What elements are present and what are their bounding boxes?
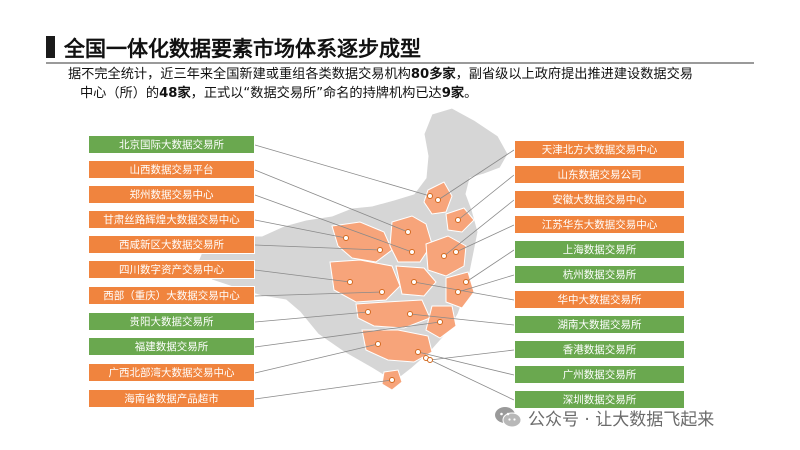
region-shanxi-henan (389, 215, 433, 263)
watermark: 公众号 · 让大数据飞起来 (494, 403, 714, 431)
wechat-icon (495, 407, 522, 428)
title-underline (46, 62, 754, 64)
location-dot (407, 311, 413, 317)
connector-line (254, 219, 347, 239)
region-gansu-shaanxi (331, 221, 393, 263)
label-guangxi-center: 广西北部湾大数据交易中心 (88, 363, 255, 382)
connector-line (425, 357, 515, 401)
label-anhui-center: 安徽大数据交易中心 (514, 190, 685, 209)
intro-number-3: 9家 (441, 86, 465, 101)
connector-lines (254, 144, 515, 401)
connector-line (429, 349, 515, 361)
watermark-text: 公众号 · 让大数据飞起来 (528, 409, 715, 430)
location-dot (427, 193, 433, 199)
location-dot (365, 309, 371, 315)
connector-line (254, 269, 351, 283)
location-dot (379, 289, 385, 295)
location-dot (375, 341, 381, 347)
connector-line (254, 244, 381, 251)
label-tianjin-center: 天津北方大数据交易中心 (514, 140, 685, 159)
location-dot (455, 289, 461, 295)
label-hainan-market: 海南省数据产品超市 (88, 389, 255, 408)
location-dot (415, 349, 421, 355)
connector-line (254, 311, 369, 323)
intro-part-5: 。 (464, 86, 478, 101)
label-shenzhen-exchange: 深圳数据交易所 (514, 390, 685, 409)
label-fujian-exchange: 福建数据交易所 (88, 337, 255, 356)
connector-line (254, 169, 409, 233)
intro-number-1: 80多家 (410, 67, 456, 82)
location-dot (427, 357, 433, 363)
connector-line (443, 199, 515, 257)
location-dots (343, 193, 469, 383)
region-guangxi-guangdong (361, 329, 433, 363)
location-dot (343, 235, 349, 241)
connector-line (254, 379, 393, 400)
intro-part-1: 据不完全统计，近三年来全国新建或重组各类数据交易机构 (68, 67, 411, 82)
location-dot (435, 197, 441, 203)
intro-number-2: 48家 (159, 86, 191, 101)
location-dot (377, 247, 383, 253)
title-accent-bar (46, 36, 55, 58)
label-guangzhou-exchange: 广州数据交易所 (514, 365, 685, 384)
label-huazhong-exchange: 华中大数据交易所 (514, 290, 685, 309)
location-dot (347, 279, 353, 285)
connector-line (417, 351, 515, 376)
label-sichuan-center: 四川数字资产交易中心 (88, 260, 255, 279)
intro-part-4: ，正式以“数据交易所”命名的持牌机构已达 (190, 86, 442, 101)
connector-line (457, 274, 515, 293)
label-chongqing-center: 西部（重庆）大数据交易中心 (88, 286, 255, 305)
label-beijing-exchange: 北京国际大数据交易所 (88, 135, 255, 154)
region-guizhou-hunan (355, 299, 431, 329)
label-xixian-exchange: 西咸新区大数据交易所 (88, 235, 255, 254)
connector-line (254, 144, 431, 197)
label-gansu-center: 甘肃丝路辉煌大数据交易中心 (88, 210, 255, 229)
location-dot (409, 249, 415, 255)
location-dot (453, 249, 459, 255)
connector-line (457, 174, 515, 221)
location-dot (441, 253, 447, 259)
connector-line (254, 194, 413, 253)
intro-text: 据不完全统计，近三年来全国新建或重组各类数据交易机构80多家，副省级以上政府提出… (68, 65, 768, 103)
connector-line (455, 224, 515, 253)
connector-line (254, 321, 441, 348)
intro-part-2: ，副省级以上政府提出推进建设数据交易 (455, 67, 693, 82)
label-hangzhou-exchange: 杭州数据交易所 (514, 265, 685, 284)
connector-line (254, 291, 383, 297)
location-dot (455, 217, 461, 223)
label-hongkong-exchange: 香港数据交易所 (514, 340, 685, 359)
location-dot (437, 319, 443, 325)
connector-line (465, 249, 515, 283)
label-jiangsu-center: 江苏华东大数据交易中心 (514, 215, 685, 234)
page-title: 全国一体化数据要素市场体系逐步成型 (64, 37, 421, 61)
connector-line (254, 343, 379, 374)
label-shandong-company: 山东数据交易公司 (514, 165, 685, 184)
label-zhengzhou-center: 郑州数据交易中心 (88, 185, 255, 204)
label-shanxi-platform: 山西数据交易平台 (88, 160, 255, 179)
label-guiyang-exchange: 贵阳大数据交易所 (88, 312, 255, 331)
connector-line (409, 313, 515, 326)
connector-line (437, 149, 515, 201)
label-hunan-exchange: 湖南大数据交易所 (514, 315, 685, 334)
label-shanghai-exchange: 上海数据交易所 (514, 240, 685, 259)
location-dot (463, 279, 469, 285)
location-dot (411, 279, 417, 285)
connector-line (413, 281, 515, 301)
intro-part-3: 中心（所）的 (80, 86, 160, 101)
location-dot (405, 229, 411, 235)
location-dot (389, 377, 395, 383)
